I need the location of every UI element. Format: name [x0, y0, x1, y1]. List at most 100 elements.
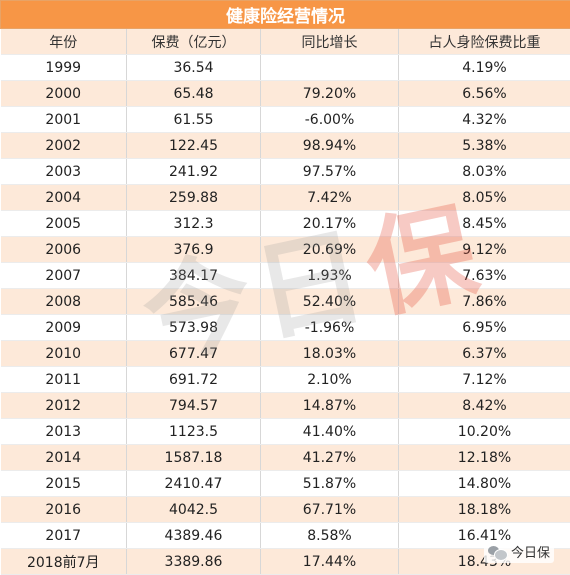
premium-cell: 384.17 [127, 263, 261, 289]
year-cell: 2010 [1, 341, 127, 367]
share-cell: 7.63% [399, 263, 570, 289]
col-header-yoy: 同比增长 [261, 29, 399, 55]
yoy-cell: 67.71% [261, 497, 399, 523]
premium-cell: 573.98 [127, 315, 261, 341]
yoy-cell: 51.87% [261, 471, 399, 497]
year-cell: 2001 [1, 107, 127, 133]
col-header-share: 占人身险保费比重 [399, 29, 570, 55]
year-cell: 2014 [1, 445, 127, 471]
premium-cell: 259.88 [127, 185, 261, 211]
col-header-year: 年份 [1, 29, 127, 55]
share-cell: 5.38% [399, 133, 570, 159]
premium-cell: 677.47 [127, 341, 261, 367]
share-cell: 8.45% [399, 211, 570, 237]
year-cell: 2009 [1, 315, 127, 341]
premium-cell: 794.57 [127, 393, 261, 419]
premium-cell: 61.55 [127, 107, 261, 133]
table-title: 健康险经营情况 [1, 1, 570, 29]
premium-cell: 122.45 [127, 133, 261, 159]
year-cell: 2012 [1, 393, 127, 419]
brand-badge: 今日保 [484, 540, 554, 563]
year-cell: 2000 [1, 81, 127, 107]
share-cell: 6.95% [399, 315, 570, 341]
yoy-cell: -6.00% [261, 107, 399, 133]
yoy-cell: 98.94% [261, 133, 399, 159]
premium-cell: 1123.5 [127, 419, 261, 445]
yoy-cell: 17.44% [261, 549, 399, 575]
share-cell: 6.56% [399, 81, 570, 107]
share-cell: 10.20% [399, 419, 570, 445]
yoy-cell: 2.10% [261, 367, 399, 393]
year-cell: 2003 [1, 159, 127, 185]
premium-cell: 691.72 [127, 367, 261, 393]
yoy-cell: -1.96% [261, 315, 399, 341]
premium-cell: 585.46 [127, 289, 261, 315]
share-cell: 7.86% [399, 289, 570, 315]
header-row: 年份 保费（亿元） 同比增长 占人身险保费比重 [1, 29, 570, 55]
title-row: 健康险经营情况 [1, 1, 570, 29]
yoy-cell: 7.42% [261, 185, 399, 211]
year-cell: 2017 [1, 523, 127, 549]
year-cell: 2005 [1, 211, 127, 237]
year-cell: 2006 [1, 237, 127, 263]
yoy-cell: 14.87% [261, 393, 399, 419]
year-cell: 2011 [1, 367, 127, 393]
year-cell: 2002 [1, 133, 127, 159]
share-cell: 8.03% [399, 159, 570, 185]
share-cell: 7.12% [399, 367, 570, 393]
brand-name: 今日保 [511, 542, 550, 561]
share-cell: 18.18% [399, 497, 570, 523]
yoy-cell: 41.40% [261, 419, 399, 445]
premium-cell: 3389.86 [127, 549, 261, 575]
share-cell: 14.80% [399, 471, 570, 497]
yoy-cell: 97.57% [261, 159, 399, 185]
year-cell: 2013 [1, 419, 127, 445]
premium-cell: 312.3 [127, 211, 261, 237]
share-cell: 8.42% [399, 393, 570, 419]
premium-cell: 241.92 [127, 159, 261, 185]
share-cell: 12.18% [399, 445, 570, 471]
col-header-premium: 保费（亿元） [127, 29, 261, 55]
share-cell: 4.19% [399, 55, 570, 81]
year-cell: 2015 [1, 471, 127, 497]
premium-cell: 376.9 [127, 237, 261, 263]
share-cell: 9.12% [399, 237, 570, 263]
yoy-cell: 41.27% [261, 445, 399, 471]
share-cell: 6.37% [399, 341, 570, 367]
share-cell: 4.32% [399, 107, 570, 133]
premium-cell: 36.54 [127, 55, 261, 81]
yoy-cell: 20.69% [261, 237, 399, 263]
year-cell: 2008 [1, 289, 127, 315]
year-cell: 2007 [1, 263, 127, 289]
year-cell: 2016 [1, 497, 127, 523]
premium-cell: 2410.47 [127, 471, 261, 497]
premium-cell: 4389.46 [127, 523, 261, 549]
share-cell: 8.05% [399, 185, 570, 211]
year-cell: 1999 [1, 55, 127, 81]
premium-cell: 1587.18 [127, 445, 261, 471]
year-cell: 2004 [1, 185, 127, 211]
yoy-cell: 8.58% [261, 523, 399, 549]
premium-cell: 65.48 [127, 81, 261, 107]
premium-cell: 4042.5 [127, 497, 261, 523]
yoy-cell: 18.03% [261, 341, 399, 367]
yoy-cell: 20.17% [261, 211, 399, 237]
wechat-icon [488, 545, 506, 559]
